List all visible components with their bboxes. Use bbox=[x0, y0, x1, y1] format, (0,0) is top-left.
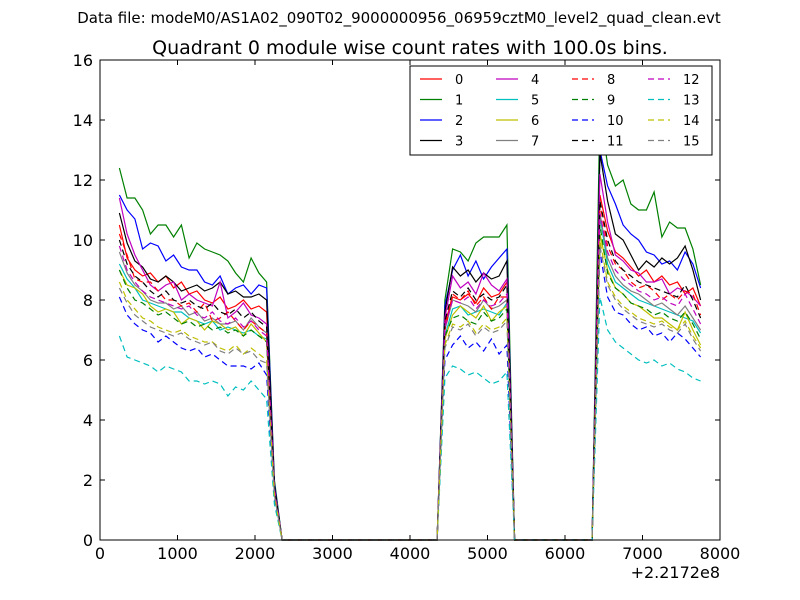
y-tick-label: 6 bbox=[83, 351, 93, 370]
y-tick-label: 8 bbox=[83, 291, 93, 310]
x-tick-label: 0 bbox=[95, 544, 105, 563]
x-tick-label: 1000 bbox=[157, 544, 198, 563]
series-line-14 bbox=[118, 239, 702, 541]
legend-label-5: 5 bbox=[531, 94, 539, 109]
legend-label-7: 7 bbox=[531, 135, 539, 150]
x-offset-label: +2.2172e8 bbox=[631, 563, 720, 582]
x-tick-label: 3000 bbox=[312, 544, 353, 563]
x-tick-label: 6000 bbox=[545, 544, 586, 563]
y-tick-label: 10 bbox=[73, 231, 93, 250]
x-tick-label: 8000 bbox=[700, 544, 741, 563]
legend-label-0: 0 bbox=[455, 73, 463, 88]
legend-label-3: 3 bbox=[455, 135, 463, 150]
data-file-label: Data file: modeM0/AS1A02_090T02_90000009… bbox=[77, 9, 721, 28]
x-tick-label: 2000 bbox=[235, 544, 276, 563]
axes: 0 1000 2000 3000 4000 5000 6000 7000 80000246810… bbox=[73, 51, 741, 563]
y-tick-label: 12 bbox=[73, 171, 93, 190]
series-line-9 bbox=[118, 224, 702, 541]
legend-label-8: 8 bbox=[607, 73, 615, 88]
y-tick-label: 2 bbox=[83, 471, 93, 490]
legend-label-11: 11 bbox=[607, 135, 624, 150]
y-tick-label: 4 bbox=[83, 411, 93, 430]
chart-title: Quadrant 0 module wise count rates with … bbox=[152, 37, 668, 59]
y-tick-label: 16 bbox=[73, 51, 93, 70]
legend-label-15: 15 bbox=[683, 135, 700, 150]
legend-label-4: 4 bbox=[531, 73, 539, 88]
x-tick-label: 4000 bbox=[390, 544, 431, 563]
legend-label-6: 6 bbox=[531, 114, 539, 129]
legend-label-9: 9 bbox=[607, 94, 615, 109]
y-tick-label: 0 bbox=[83, 531, 93, 550]
series-line-12 bbox=[118, 212, 702, 541]
series-line-10 bbox=[118, 251, 702, 541]
legend-label-10: 10 bbox=[607, 114, 624, 129]
legend-label-1: 1 bbox=[455, 94, 463, 109]
y-tick-label: 14 bbox=[73, 111, 93, 130]
x-tick-label: 7000 bbox=[622, 544, 663, 563]
legend-label-12: 12 bbox=[683, 73, 700, 88]
x-tick-label: 5000 bbox=[467, 544, 508, 563]
legend-label-2: 2 bbox=[455, 114, 463, 129]
legend-label-13: 13 bbox=[683, 94, 700, 109]
legend-label-14: 14 bbox=[683, 114, 700, 129]
series-line-13 bbox=[118, 296, 701, 541]
